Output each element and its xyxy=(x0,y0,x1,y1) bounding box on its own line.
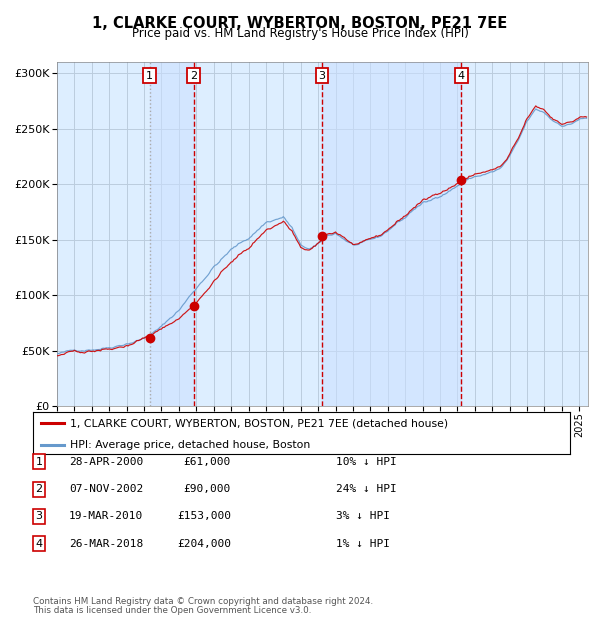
Bar xyxy=(322,62,461,406)
Text: Price paid vs. HM Land Registry's House Price Index (HPI): Price paid vs. HM Land Registry's House … xyxy=(131,27,469,40)
Text: Contains HM Land Registry data © Crown copyright and database right 2024.: Contains HM Land Registry data © Crown c… xyxy=(33,597,373,606)
Text: £153,000: £153,000 xyxy=(177,512,231,521)
Text: 1, CLARKE COURT, WYBERTON, BOSTON, PE21 7EE (detached house): 1, CLARKE COURT, WYBERTON, BOSTON, PE21 … xyxy=(70,418,448,428)
Text: 10% ↓ HPI: 10% ↓ HPI xyxy=(336,457,397,467)
Text: 1: 1 xyxy=(35,457,43,467)
Text: 3: 3 xyxy=(319,71,325,81)
Text: 3% ↓ HPI: 3% ↓ HPI xyxy=(336,512,390,521)
Text: 2: 2 xyxy=(35,484,43,494)
Text: £90,000: £90,000 xyxy=(184,484,231,494)
Text: 1, CLARKE COURT, WYBERTON, BOSTON, PE21 7EE: 1, CLARKE COURT, WYBERTON, BOSTON, PE21 … xyxy=(92,16,508,30)
Text: 24% ↓ HPI: 24% ↓ HPI xyxy=(336,484,397,494)
Text: This data is licensed under the Open Government Licence v3.0.: This data is licensed under the Open Gov… xyxy=(33,606,311,615)
Text: 1: 1 xyxy=(146,71,153,81)
Text: 4: 4 xyxy=(458,71,465,81)
Text: 19-MAR-2010: 19-MAR-2010 xyxy=(69,512,143,521)
Text: 3: 3 xyxy=(35,512,43,521)
Bar xyxy=(149,62,194,406)
Text: 26-MAR-2018: 26-MAR-2018 xyxy=(69,539,143,549)
Text: 07-NOV-2002: 07-NOV-2002 xyxy=(69,484,143,494)
Text: 2: 2 xyxy=(190,71,197,81)
Text: £204,000: £204,000 xyxy=(177,539,231,549)
Text: 4: 4 xyxy=(35,539,43,549)
Text: HPI: Average price, detached house, Boston: HPI: Average price, detached house, Bost… xyxy=(70,440,310,450)
Text: 28-APR-2000: 28-APR-2000 xyxy=(69,457,143,467)
Text: 1% ↓ HPI: 1% ↓ HPI xyxy=(336,539,390,549)
Text: £61,000: £61,000 xyxy=(184,457,231,467)
